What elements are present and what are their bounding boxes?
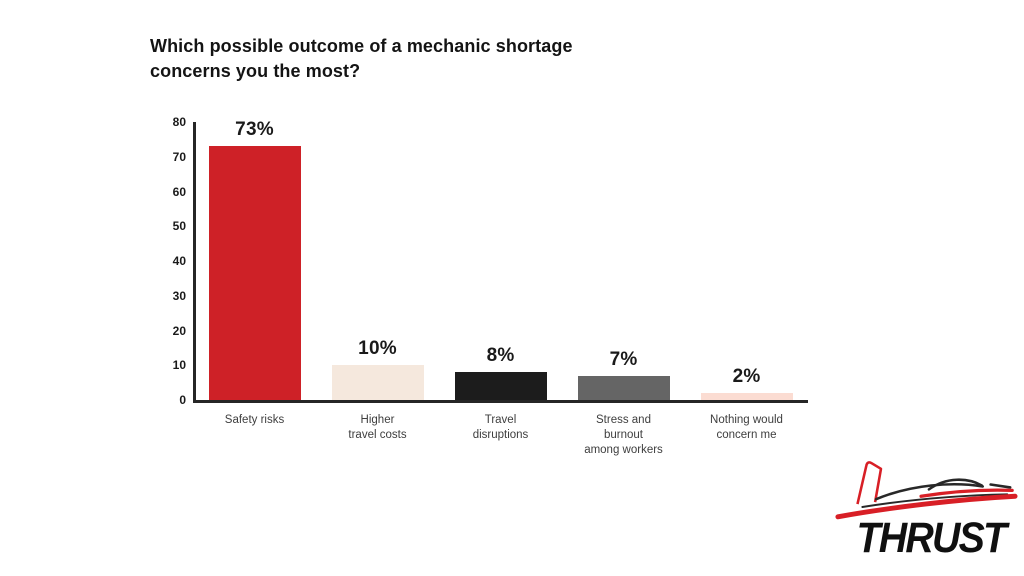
y-tick-label: 40	[172, 254, 186, 268]
y-axis-line	[193, 122, 196, 403]
y-tick-label: 80	[172, 115, 186, 129]
bar	[577, 375, 670, 400]
x-axis-line	[193, 400, 808, 403]
logo-text: THRUST	[856, 514, 1010, 562]
category-label: Travel disruptions	[472, 414, 529, 442]
bar	[208, 146, 301, 400]
bar	[454, 372, 547, 400]
bar-slot: 2%	[685, 122, 808, 400]
y-tick-label: 30	[172, 288, 186, 303]
y-tick-label: 20	[172, 323, 186, 338]
value-label: 7%	[609, 348, 638, 370]
bar-slot: 8%	[439, 122, 562, 400]
thrust-logo: THRUST	[833, 452, 1019, 564]
airplane-icon: THRUST	[835, 461, 1018, 562]
category-label: Nothing would concern me	[710, 414, 783, 442]
bar	[331, 365, 424, 400]
category-label: Stress and burnout among workers	[584, 414, 663, 457]
value-label: 73%	[235, 119, 274, 141]
bar-slot: 7%	[562, 122, 685, 400]
chart-title: Which possible outcome of a mechanic sho…	[150, 36, 573, 81]
bar-chart: 73% 10% 8% 7% 2%	[193, 119, 808, 403]
y-axis-labels: 0 10 20 30 40 50 60 70 80	[140, 115, 186, 407]
category-label: Higher travel costs	[348, 414, 407, 442]
bar-slot: 73%	[193, 119, 316, 400]
y-tick-label: 10	[172, 358, 186, 373]
bars-layer: 73% 10% 8% 7% 2%	[193, 119, 808, 400]
bar-slot: 10%	[316, 122, 439, 400]
value-label: 8%	[486, 345, 515, 367]
bar	[700, 393, 793, 400]
value-label: 2%	[732, 366, 761, 388]
y-tick-label: 60	[172, 184, 186, 199]
category-label: Safety risks	[224, 414, 285, 426]
y-tick-label: 50	[172, 219, 186, 234]
value-label: 10%	[358, 338, 397, 360]
y-tick-label: 0	[179, 393, 186, 407]
y-tick-label: 70	[172, 149, 186, 164]
